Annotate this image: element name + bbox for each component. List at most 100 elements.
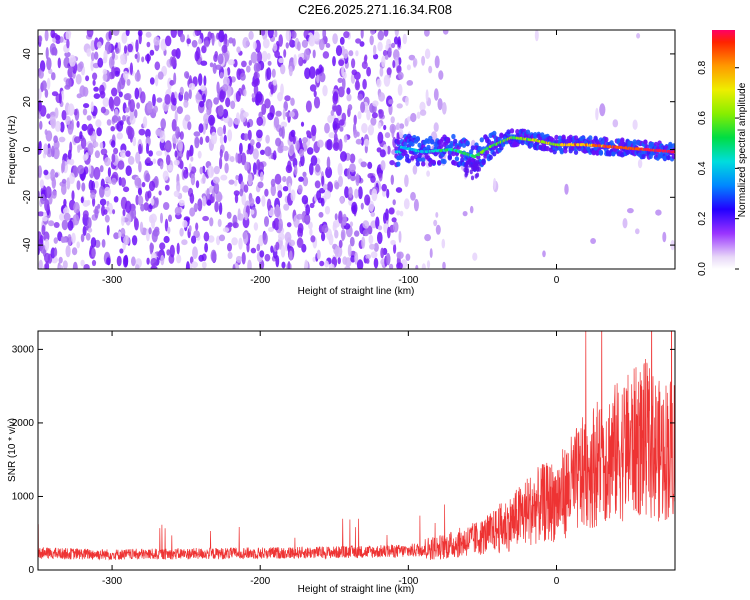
spectrogram-noise-cell: [340, 229, 346, 241]
spectrogram-noise-cell: [227, 242, 232, 252]
spectrogram-noise-cell: [267, 60, 272, 66]
spectrogram-noise-cell: [233, 190, 240, 196]
spectrogram-noise-cell: [176, 180, 181, 193]
spectrogram-noise-cell: [337, 257, 341, 265]
spectrogram-noise-cell: [90, 40, 96, 52]
spectrogram-noise-cell: [76, 241, 80, 249]
spectrogram-noise-cell: [169, 244, 175, 258]
spectrogram-noise-cell: [118, 91, 123, 98]
spectrogram-noise-cell: [316, 190, 322, 201]
spectrogram-noise-cell: [155, 128, 163, 137]
spectrogram-noise-cell: [318, 211, 324, 218]
spectrogram-noise-cell: [72, 261, 78, 269]
spectrogram-noise-cell: [151, 218, 155, 229]
spectrogram-noise-cell: [123, 45, 128, 54]
spectrogram-noise-cell: [228, 179, 235, 185]
spectrogram-noise-cell: [194, 30, 200, 36]
spectrogram-noise-cell: [199, 136, 204, 145]
spectrogram-noise-cell: [149, 242, 154, 251]
spectrogram-noise-cell: [202, 122, 206, 135]
spectrogram-noise-cell: [189, 207, 196, 217]
spectrogram-noise-cell: [217, 53, 224, 65]
spectrogram-signal-halo: [644, 144, 650, 150]
spectrogram-noise-cell: [44, 88, 49, 98]
spectrogram-noise-cell: [73, 109, 78, 116]
spectrogram-noise-cell: [120, 149, 127, 158]
spectrogram-noise-cell: [235, 90, 241, 102]
spectrogram-noise-cell: [65, 78, 72, 88]
spectrogram-noise-cell: [229, 156, 235, 163]
spectrogram-noise-cell: [159, 161, 164, 170]
spectrogram-noise-cell: [65, 245, 71, 258]
spectrogram-noise-cell: [324, 205, 331, 215]
snr-xtick-label: -200: [250, 576, 270, 587]
spectrogram-noise-cell: [375, 216, 380, 230]
spectrogram-noise-cell: [181, 239, 188, 246]
spectrogram-noise-cell: [328, 263, 335, 269]
spectrogram-noise-cell: [146, 157, 151, 164]
spectrogram-noise-cell: [289, 111, 295, 118]
snr-xtick-label: 0: [554, 576, 560, 587]
spectrogram-noise-cell: [202, 93, 206, 103]
spectrogram-noise-cell: [93, 93, 101, 99]
spectrogram-noise-cell: [278, 218, 284, 232]
spectrogram-noise-cell: [227, 59, 235, 66]
spectrogram-noise-cell: [145, 173, 151, 183]
spectrogram-noise-cell: [493, 177, 497, 190]
spectrogram-signal-halo: [429, 139, 435, 145]
spectrogram-noise-cell: [173, 72, 177, 85]
spectrogram-noise-cell: [111, 177, 117, 185]
spectrogram-noise-cell: [284, 95, 291, 102]
spectrogram-noise-cell: [111, 115, 119, 123]
spectrogram-noise-cell: [110, 58, 115, 66]
spectrogram-noise-cell: [264, 188, 269, 197]
spectrogram-noise-cell: [195, 180, 200, 189]
spectrogram-signal-tail: [471, 166, 475, 172]
spectrogram-noise-cell: [274, 205, 281, 218]
spectrogram-signal-halo: [454, 156, 460, 162]
spectrogram-noise-cell: [126, 78, 131, 86]
spectrogram-noise-cell: [167, 164, 173, 171]
spectrogram-noise-cell: [377, 41, 383, 52]
spectrogram-noise-cell: [167, 226, 171, 234]
snr-ytick-label: 2000: [12, 418, 35, 429]
spectrogram-noise-cell: [79, 131, 83, 140]
spectrogram-noise-cell: [164, 218, 169, 232]
spectrogram-noise-cell: [627, 208, 634, 214]
spectrogram-noise-cell: [261, 195, 266, 207]
spectrogram-noise-cell: [395, 187, 403, 193]
spectrogram-noise-cell: [354, 230, 360, 237]
spectrogram-noise-cell: [66, 38, 70, 49]
spectrogram-noise-cell: [120, 215, 125, 227]
spectrogram-noise-cell: [302, 137, 308, 143]
spectrogram-noise-cell: [92, 196, 96, 207]
spectrogram-noise-cell: [61, 178, 67, 185]
spectrogram-noise-cell: [306, 131, 312, 137]
spectrogram-noise-cell: [636, 33, 641, 39]
spectrogram-noise-cell: [62, 207, 70, 215]
spectrogram-noise-cell: [355, 78, 360, 90]
spectrogram-signal-halo: [533, 132, 538, 138]
spectrogram-noise-cell: [124, 107, 130, 113]
spectrogram-noise-cell: [176, 254, 182, 264]
spectrogram-noise-cell: [241, 60, 247, 68]
spectrogram-noise-cell: [197, 198, 203, 212]
spectrogram-signal-tail: [476, 167, 480, 173]
spectrogram-noise-cell: [111, 50, 116, 60]
spectrogram-noise-cell: [87, 227, 93, 233]
spectrogram-noise-cell: [117, 160, 125, 170]
spectrogram-noise-cell: [195, 91, 202, 104]
spectrogram-signal-halo: [421, 157, 426, 163]
spectrogram-noise-cell: [413, 198, 419, 212]
spectrogram-noise-cell: [206, 188, 210, 199]
spectrogram-noise-cell: [134, 177, 142, 187]
spectrogram-noise-cell: [137, 187, 143, 196]
spectrogram-noise-cell: [361, 61, 368, 70]
spectrogram-noise-cell: [124, 93, 132, 101]
chart-title: C2E6.2025.271.16.34.R08: [298, 2, 452, 17]
spectrogram-noise-cell: [433, 219, 438, 227]
spectrogram-noise-cell: [250, 247, 257, 254]
spectrogram-noise-cell: [396, 210, 401, 216]
spectrogram-signal-halo: [625, 149, 630, 156]
